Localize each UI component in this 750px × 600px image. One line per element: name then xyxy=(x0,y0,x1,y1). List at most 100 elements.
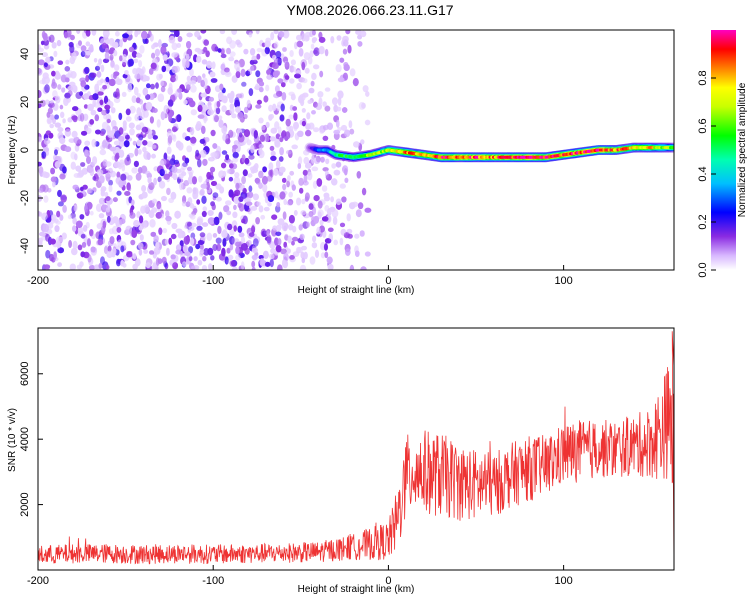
noise-speckle xyxy=(171,165,178,173)
noise-speckle xyxy=(50,167,55,175)
snr-panel: -200 -100 0 100 2000 4000 6000 Height of stra… xyxy=(7,327,675,595)
noise-speckle xyxy=(175,249,182,255)
noise-speckle xyxy=(340,124,348,131)
noise-speckle xyxy=(301,198,306,205)
noise-speckle xyxy=(69,56,76,65)
noise-speckle xyxy=(138,248,143,256)
noise-speckle xyxy=(113,140,121,146)
noise-speckle xyxy=(79,261,84,267)
noise-speckle xyxy=(156,200,162,210)
noise-speckle xyxy=(41,212,48,221)
noise-speckle xyxy=(264,46,270,55)
noise-speckle xyxy=(199,249,205,254)
noise-speckle xyxy=(286,180,290,188)
noise-speckle xyxy=(286,248,291,254)
noise-speckle xyxy=(115,219,120,227)
noise-speckle xyxy=(126,154,130,162)
noise-speckle xyxy=(284,61,290,70)
snr-frame xyxy=(37,327,675,571)
noise-speckle xyxy=(151,44,156,50)
noise-speckle xyxy=(61,87,66,93)
noise-speckle xyxy=(50,114,54,121)
noise-speckle xyxy=(106,250,113,258)
snr-x-tick-label: -100 xyxy=(202,575,224,587)
noise-speckle xyxy=(339,222,346,228)
noise-speckle xyxy=(235,241,241,247)
noise-speckle xyxy=(269,145,275,151)
noise-speckle xyxy=(158,180,166,189)
noise-speckle xyxy=(265,133,270,143)
colorbar: 0.0 0.2 0.4 0.6 0.8 Normalized spectral ampl… xyxy=(697,30,748,278)
noise-speckle xyxy=(311,242,318,249)
noise-speckle xyxy=(317,91,324,98)
noise-speckle xyxy=(145,94,151,100)
noise-speckle xyxy=(77,139,82,146)
noise-speckle xyxy=(282,177,287,183)
noise-speckle xyxy=(92,99,96,108)
colorbar-tick-label: 0.8 xyxy=(697,70,709,85)
noise-speckle xyxy=(359,230,365,237)
noise-speckle xyxy=(215,196,222,202)
noise-speckle xyxy=(267,195,275,202)
noise-speckle xyxy=(148,93,155,100)
noise-speckle xyxy=(202,222,209,227)
noise-speckle xyxy=(344,129,351,138)
noise-speckle xyxy=(293,210,298,216)
noise-speckle xyxy=(52,180,56,188)
noise-speckle xyxy=(54,72,61,80)
noise-speckle xyxy=(211,43,218,52)
noise-speckle xyxy=(57,189,62,198)
noise-speckle xyxy=(146,83,151,89)
noise-speckle xyxy=(50,176,57,183)
noise-speckle xyxy=(39,231,46,237)
noise-speckle xyxy=(218,211,223,220)
noise-speckle xyxy=(282,211,287,220)
noise-speckle xyxy=(38,136,42,143)
noise-speckle xyxy=(248,232,255,238)
noise-speckle xyxy=(185,53,190,60)
noise-speckle xyxy=(268,162,274,171)
noise-speckle xyxy=(101,42,107,49)
spectrogram-x-tick-label: -100 xyxy=(202,275,224,287)
noise-speckle xyxy=(45,233,51,242)
noise-speckle xyxy=(150,231,157,237)
noise-speckle xyxy=(197,114,205,119)
noise-speckle xyxy=(132,263,138,270)
noise-speckle xyxy=(353,141,360,148)
noise-speckle xyxy=(184,136,191,141)
noise-speckle xyxy=(231,75,238,83)
noise-speckle xyxy=(311,72,317,80)
noise-speckle xyxy=(57,247,64,254)
noise-speckle xyxy=(255,217,260,225)
noise-speckle xyxy=(138,225,143,231)
noise-speckle xyxy=(192,187,197,195)
snr-x-tick-label: 0 xyxy=(385,575,391,587)
noise-speckle xyxy=(68,240,72,248)
noise-speckle xyxy=(337,77,345,83)
noise-speckle xyxy=(231,113,237,119)
noise-speckle xyxy=(266,236,272,245)
noise-speckle xyxy=(62,204,67,213)
noise-speckle xyxy=(238,196,244,202)
noise-speckle xyxy=(212,243,218,252)
noise-speckle xyxy=(105,265,110,270)
noise-speckle xyxy=(196,75,202,83)
noise-speckle xyxy=(99,149,107,156)
noise-speckle xyxy=(333,129,341,135)
noise-speckle xyxy=(210,201,216,207)
noise-speckle xyxy=(45,56,51,63)
noise-speckle xyxy=(235,254,241,261)
noise-speckle xyxy=(104,191,109,198)
noise-speckle xyxy=(56,210,61,218)
noise-speckle xyxy=(336,119,340,128)
noise-speckle xyxy=(290,59,296,66)
noise-speckle xyxy=(289,255,295,260)
noise-speckle xyxy=(131,95,137,103)
noise-speckle xyxy=(241,218,246,224)
noise-speckle xyxy=(186,187,193,194)
noise-speckle xyxy=(229,163,234,169)
noise-speckle xyxy=(288,224,294,231)
noise-speckle xyxy=(126,182,131,191)
noise-speckle xyxy=(172,173,178,181)
noise-speckle xyxy=(84,149,88,156)
